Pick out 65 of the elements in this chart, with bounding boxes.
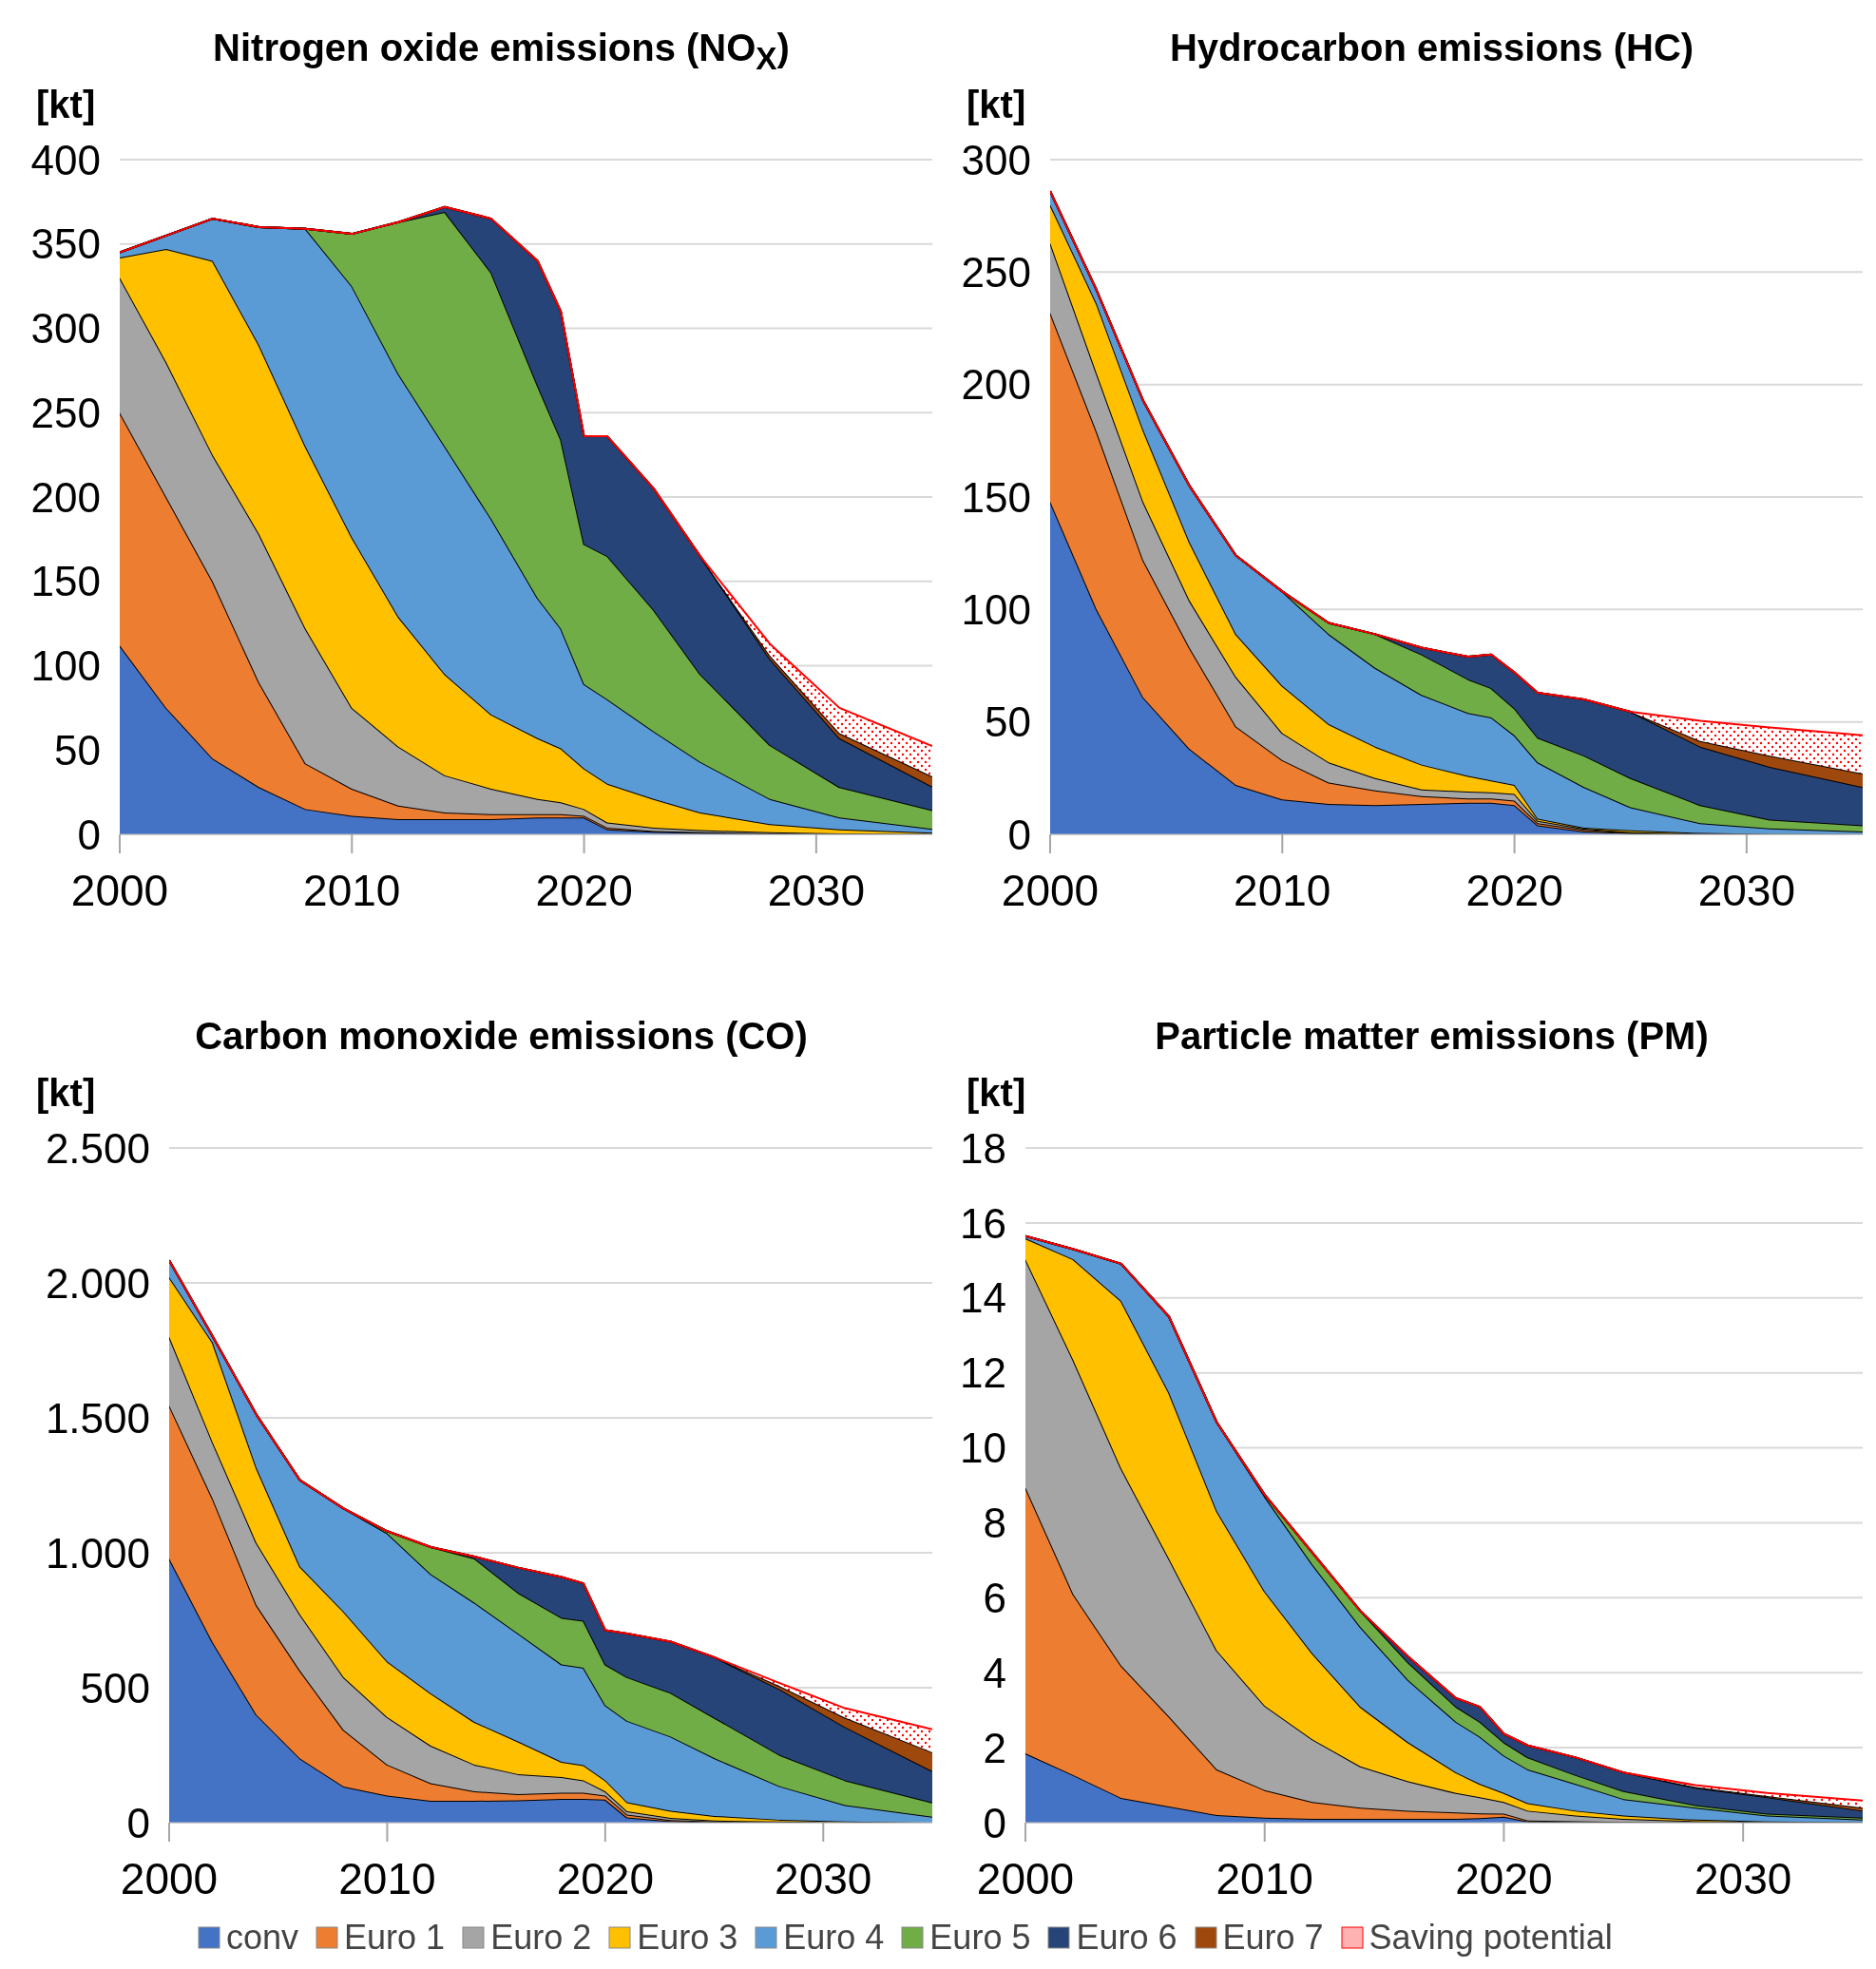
y-tick-label: 100	[961, 585, 1031, 633]
y-tick-label: 300	[30, 305, 101, 353]
y-axis-title: [kt]	[36, 84, 96, 126]
y-tick-label: 300	[961, 136, 1031, 183]
y-tick-label: 150	[30, 558, 101, 605]
y-tick-label: 50	[54, 726, 101, 774]
y-tick-label: 100	[30, 642, 101, 690]
x-tick-label: 2020	[1455, 1853, 1553, 1903]
legend-label: Euro 4	[783, 1918, 885, 1958]
legend-label: Euro 7	[1222, 1918, 1324, 1958]
y-tick-label: 0	[983, 1799, 1006, 1846]
y-tick-label: 8	[983, 1500, 1006, 1547]
y-axis-title: [kt]	[967, 1072, 1026, 1115]
x-tick-label: 2010	[338, 1853, 436, 1903]
x-tick-label: 2020	[556, 1853, 655, 1903]
x-tick-label: 2000	[120, 1853, 219, 1903]
legend-label: Euro 3	[637, 1918, 738, 1958]
x-tick-label: 2030	[1694, 1853, 1792, 1903]
y-tick-label: 10	[960, 1424, 1006, 1472]
x-tick-label: 2000	[976, 1853, 1075, 1903]
y-tick-label: 18	[960, 1124, 1006, 1172]
y-tick-label: 150	[961, 473, 1031, 521]
y-tick-label: 4	[983, 1649, 1006, 1696]
legend-label: Euro 2	[490, 1918, 592, 1958]
y-tick-label: 250	[961, 248, 1031, 296]
chart-title: Carbon monoxide emissions (CO)	[194, 1015, 809, 1058]
x-tick-label: 2030	[775, 1853, 872, 1903]
y-axis-title: [kt]	[967, 84, 1026, 126]
chart-title: Nitrogen oxide emissions (NO$_{X}$)	[212, 27, 791, 77]
y-tick-label: 400	[30, 136, 101, 183]
legend-label: Euro 1	[344, 1918, 446, 1958]
x-tick-label: 2000	[1001, 865, 1100, 915]
y-tick-label: 1.500	[45, 1394, 150, 1442]
y-tick-label: 6	[983, 1574, 1006, 1621]
chart-title: Particle matter emissions (PM)	[1154, 1015, 1710, 1058]
y-tick-label: 14	[960, 1274, 1006, 1322]
x-tick-label: 2010	[1216, 1853, 1313, 1903]
y-tick-label: 0	[1007, 811, 1031, 858]
y-tick-label: 12	[960, 1349, 1006, 1397]
x-tick-label: 2010	[1234, 865, 1331, 915]
y-tick-label: 2.500	[45, 1124, 150, 1172]
y-tick-label: 350	[30, 220, 101, 268]
legend-label: Saving potential	[1369, 1918, 1613, 1958]
y-tick-label: 50	[985, 698, 1031, 746]
x-tick-label: 2010	[303, 865, 401, 915]
x-tick-label: 2030	[1697, 865, 1796, 915]
x-tick-label: 2020	[1465, 865, 1563, 915]
y-tick-label: 0	[77, 811, 101, 858]
y-tick-label: 200	[961, 361, 1031, 409]
x-tick-label: 2000	[70, 865, 169, 915]
x-tick-label: 2020	[535, 865, 633, 915]
y-tick-label: 2	[983, 1724, 1006, 1771]
x-tick-label: 2030	[767, 865, 866, 915]
y-tick-label: 250	[30, 389, 101, 436]
y-axis-title: [kt]	[36, 1072, 96, 1115]
legend-label: Euro 6	[1076, 1918, 1177, 1958]
chart-title: Hydrocarbon emissions (HC)	[1168, 27, 1695, 69]
y-tick-label: 1.000	[45, 1529, 150, 1577]
legend-label: Euro 5	[929, 1918, 1031, 1958]
y-tick-label: 500	[80, 1664, 150, 1711]
y-tick-label: 16	[960, 1199, 1006, 1247]
legend-label: conv	[226, 1918, 299, 1958]
y-tick-label: 200	[30, 473, 101, 521]
y-tick-label: 0	[126, 1799, 150, 1846]
y-tick-label: 2.000	[45, 1259, 150, 1307]
